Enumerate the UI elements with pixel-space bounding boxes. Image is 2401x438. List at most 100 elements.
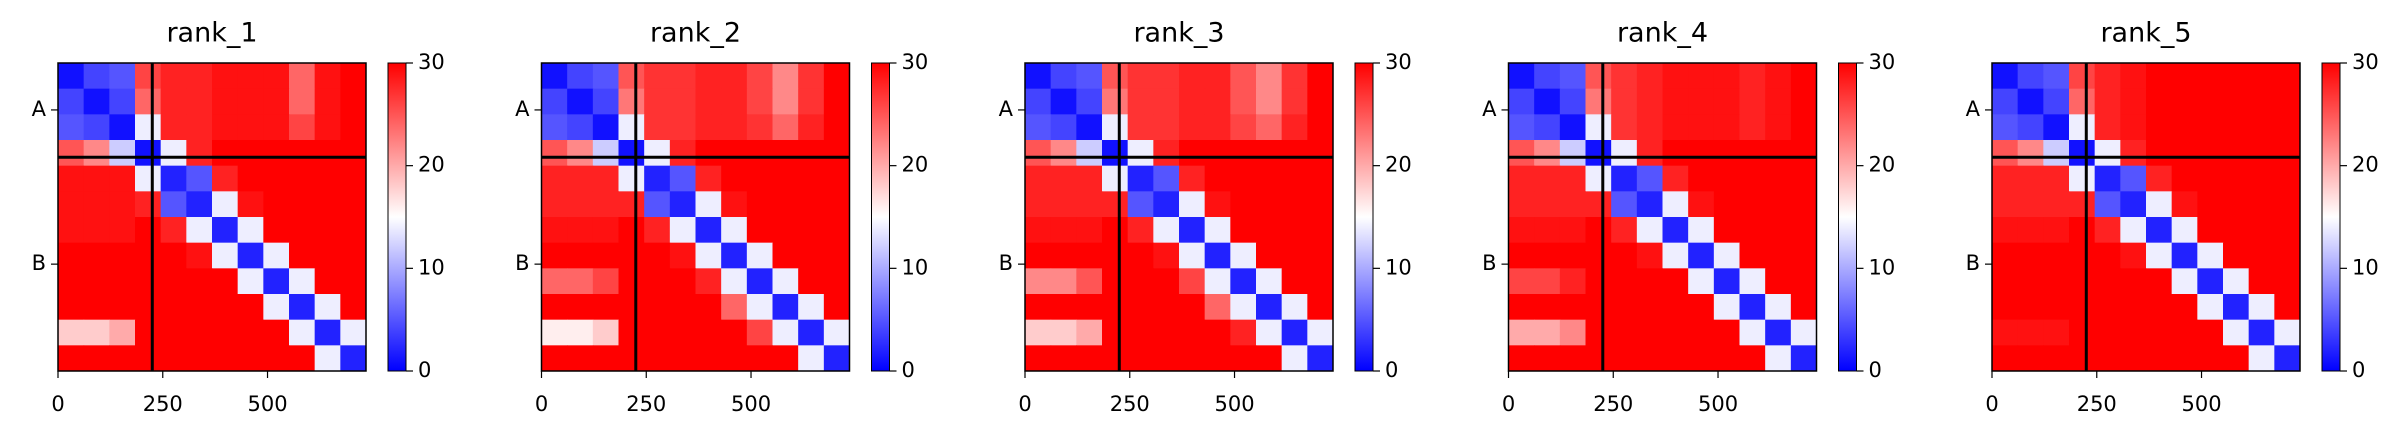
heat-cell: [109, 268, 136, 295]
heat-cell: [1688, 294, 1715, 321]
heat-cell: [1992, 140, 2019, 167]
heat-cell: [772, 294, 799, 321]
heat-cell: [2120, 63, 2147, 90]
colorbar: [2321, 62, 2341, 372]
heat-cell: [1585, 294, 1612, 321]
y-tick-label: A: [515, 97, 530, 121]
heat-cell: [1559, 114, 1586, 141]
heat-cell: [1713, 191, 1740, 218]
heat-cell: [695, 217, 722, 244]
heat-cell: [721, 294, 748, 321]
heat-cell: [2146, 294, 2173, 321]
heat-cell: [695, 294, 722, 321]
heat-cell: [1102, 140, 1129, 167]
colorbar-tick-label: 0: [2352, 358, 2365, 382]
heat-cell: [2146, 88, 2173, 115]
heat-cell: [1739, 114, 1766, 141]
heat-cell: [1611, 294, 1638, 321]
heat-cell: [186, 63, 213, 90]
heat-cell: [1179, 140, 1206, 167]
heat-cell: [592, 217, 619, 244]
heat-cell: [1508, 191, 1535, 218]
heat-cell: [212, 217, 239, 244]
heat-cell: [618, 319, 645, 346]
heat-cell: [83, 165, 110, 192]
heat-cell: [1050, 319, 1077, 346]
heat-cell: [314, 217, 341, 244]
heat-cell: [772, 165, 799, 192]
heat-cell: [746, 165, 773, 192]
heat-cell: [798, 242, 825, 269]
heat-cell: [1636, 319, 1663, 346]
heat-cell: [237, 165, 264, 192]
heat-cell: [237, 140, 264, 167]
heat-cell: [1076, 242, 1103, 269]
heat-cell: [1739, 140, 1766, 167]
heat-cell: [2069, 319, 2096, 346]
y-tick-label: B: [32, 251, 46, 275]
heat-cell: [1204, 88, 1231, 115]
heat-cell: [2171, 165, 2198, 192]
heat-cell: [237, 294, 264, 321]
heat-cell: [2197, 268, 2224, 295]
heat-cell: [2223, 88, 2250, 115]
heat-cell: [186, 345, 213, 372]
heat-cell: [1713, 114, 1740, 141]
heat-cell: [340, 191, 367, 218]
heat-cell: [212, 165, 239, 192]
heat-cell: [2017, 191, 2044, 218]
heat-cell: [2069, 294, 2096, 321]
heat-cell: [1790, 217, 1817, 244]
heat-cell: [340, 268, 367, 295]
heat-cell: [1534, 242, 1561, 269]
heat-cell: [1153, 88, 1180, 115]
heat-cell: [2171, 268, 2198, 295]
heat-cell: [798, 319, 825, 346]
heat-cell: [1790, 294, 1817, 321]
x-tick-label: 500: [1214, 392, 1254, 416]
heat-cell: [823, 114, 850, 141]
heat-cell: [669, 63, 696, 90]
heat-cell: [669, 319, 696, 346]
heat-cell: [1256, 165, 1283, 192]
heat-cell: [2043, 217, 2070, 244]
heat-cell: [1153, 140, 1180, 167]
heat-cell: [1076, 294, 1103, 321]
heat-cell: [1534, 88, 1561, 115]
heat-cell: [2120, 165, 2147, 192]
x-tick-label: 500: [1698, 392, 1738, 416]
heat-cell: [1127, 242, 1154, 269]
heat-cell: [1076, 63, 1103, 90]
y-tick-label: B: [1966, 251, 1980, 275]
heat-cell: [1256, 63, 1283, 90]
heat-cell: [263, 140, 290, 167]
heat-cell: [592, 191, 619, 218]
colorbar-tick-label: 20: [1869, 153, 1896, 177]
heat-cell: [695, 140, 722, 167]
heat-cell: [1688, 268, 1715, 295]
heat-cell: [1204, 114, 1231, 141]
heat-cell: [721, 345, 748, 372]
heat-cell: [1790, 319, 1817, 346]
heat-cell: [2017, 242, 2044, 269]
heat-cell: [1127, 140, 1154, 167]
heat-cell: [2171, 114, 2198, 141]
chart-title: rank_3: [1133, 18, 1224, 49]
heat-cell: [1534, 63, 1561, 90]
heat-cell: [823, 63, 850, 90]
heat-cell: [1307, 294, 1334, 321]
heat-cell: [2120, 191, 2147, 218]
heat-cell: [2069, 63, 2096, 90]
heat-cell: [1688, 140, 1715, 167]
heat-cell: [237, 63, 264, 90]
heat-cell: [2069, 217, 2096, 244]
heat-cell: [1025, 140, 1052, 167]
heat-cell: [1025, 217, 1052, 244]
heat-cell: [669, 88, 696, 115]
heat-cell: [1713, 88, 1740, 115]
heat-cell: [2248, 140, 2275, 167]
heat-cell: [2043, 319, 2070, 346]
heat-cell: [2043, 191, 2070, 218]
heat-cell: [1739, 63, 1766, 90]
